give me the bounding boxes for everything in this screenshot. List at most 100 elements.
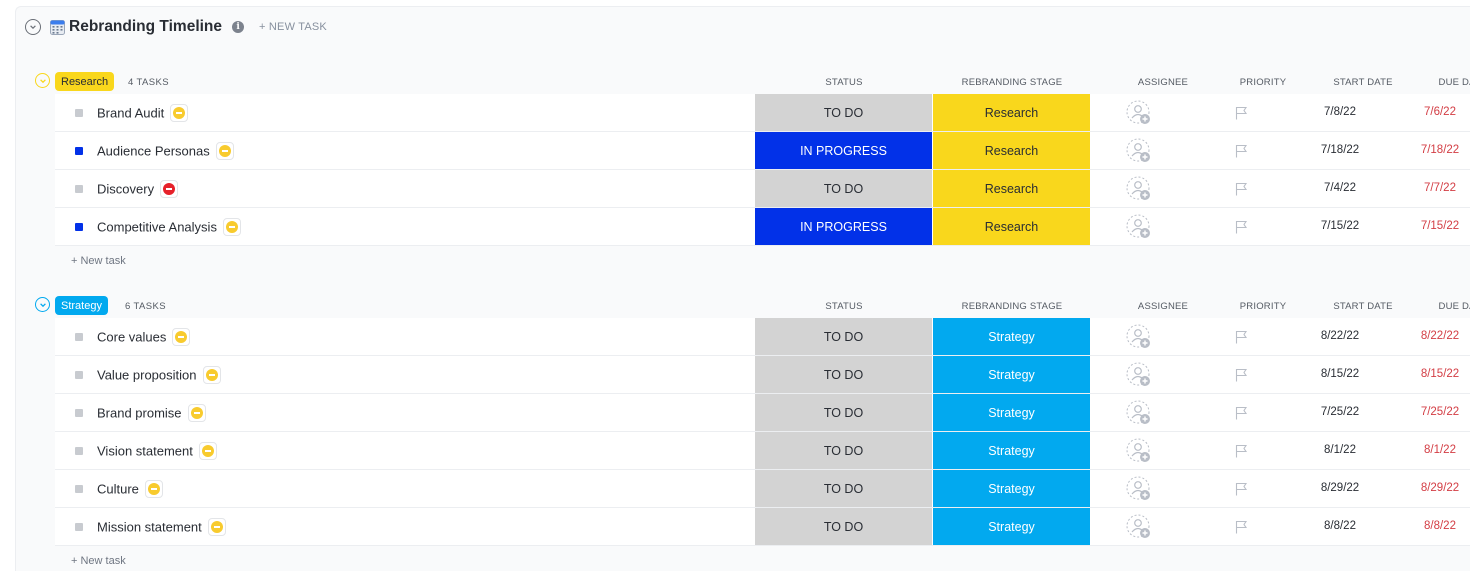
priority-flag-icon[interactable] [1235, 444, 1248, 458]
rebranding-stage-cell[interactable]: Strategy [933, 508, 1090, 545]
status-cell[interactable]: TO DO [755, 94, 932, 131]
priority-flag-icon[interactable] [1235, 482, 1248, 496]
due-date[interactable]: 8/8/22 [1424, 520, 1456, 532]
add-assignee-icon[interactable] [1126, 176, 1152, 202]
status-square-icon[interactable] [75, 223, 83, 231]
column-header-priority[interactable]: PRIORITY [1239, 77, 1287, 88]
start-date[interactable]: 8/22/22 [1320, 330, 1360, 342]
add-assignee-icon[interactable] [1126, 400, 1152, 426]
priority-flag-icon[interactable] [1235, 144, 1248, 158]
due-date[interactable]: 8/15/22 [1420, 368, 1460, 380]
task-row[interactable]: Audience Personas IN PROGRESS Research 7/18… [55, 132, 1470, 170]
task-name-wrapper[interactable]: Competitive Analysis [97, 218, 241, 237]
task-name-wrapper[interactable]: Brand promise [97, 404, 206, 423]
add-assignee-icon[interactable] [1126, 214, 1152, 240]
column-header-due[interactable]: DUE DATE [1438, 77, 1470, 88]
add-assignee-icon[interactable] [1126, 438, 1152, 464]
rebranding-stage-cell[interactable]: Research [933, 132, 1090, 169]
start-date[interactable]: 7/15/22 [1320, 220, 1360, 232]
task-name[interactable]: Mission statement [97, 519, 202, 535]
group-name-badge[interactable]: Strategy [55, 296, 108, 315]
status-cell[interactable]: TO DO [755, 356, 932, 393]
priority-flag-icon[interactable] [1235, 406, 1248, 420]
status-cell[interactable]: TO DO [755, 508, 932, 545]
priority-flag-icon[interactable] [1235, 520, 1248, 534]
due-date[interactable]: 7/15/22 [1420, 220, 1460, 232]
task-name-wrapper[interactable]: Core values [97, 328, 191, 347]
task-name[interactable]: Discovery [97, 181, 155, 197]
group-name-badge[interactable]: Research [55, 72, 115, 91]
task-row[interactable]: Vision statement TO DO Strategy 8/1/22 8/1/2… [55, 432, 1470, 470]
status-square-icon[interactable] [75, 371, 83, 379]
column-header-priority[interactable]: PRIORITY [1239, 301, 1287, 312]
task-name[interactable]: Core values [97, 329, 167, 345]
new-task-button[interactable]: + NEW TASK [259, 21, 327, 33]
rebranding-stage-cell[interactable]: Research [933, 170, 1090, 207]
add-new-task-button[interactable]: + New task [71, 555, 126, 567]
normal-priority-icon[interactable] [144, 480, 163, 498]
info-icon[interactable]: i [232, 21, 245, 33]
status-cell[interactable]: IN PROGRESS [755, 208, 932, 245]
add-assignee-icon[interactable] [1126, 362, 1152, 388]
normal-priority-icon[interactable] [215, 142, 234, 160]
task-name[interactable]: Brand promise [97, 405, 182, 421]
status-square-icon[interactable] [75, 185, 83, 193]
normal-priority-icon[interactable] [207, 518, 226, 536]
status-square-icon[interactable] [75, 147, 83, 155]
normal-priority-icon[interactable] [202, 366, 221, 384]
urgent-priority-icon[interactable] [160, 180, 179, 198]
task-name-wrapper[interactable]: Brand Audit [97, 104, 189, 123]
task-name[interactable]: Audience Personas [97, 143, 210, 159]
due-date[interactable]: 7/18/22 [1420, 144, 1460, 156]
status-cell[interactable]: TO DO [755, 170, 932, 207]
task-row[interactable]: Brand promise TO DO Strategy 7/25/22 7/25/22 [55, 394, 1470, 432]
start-date[interactable]: 7/25/22 [1320, 406, 1360, 418]
status-square-icon[interactable] [75, 333, 83, 341]
task-row[interactable]: Competitive Analysis IN PROGRESS Research 7… [55, 208, 1470, 246]
add-assignee-icon[interactable] [1126, 100, 1152, 126]
start-date[interactable]: 7/18/22 [1320, 144, 1360, 156]
start-date[interactable]: 8/15/22 [1320, 368, 1360, 380]
status-cell[interactable]: TO DO [755, 394, 932, 431]
priority-flag-icon[interactable] [1235, 106, 1248, 120]
start-date[interactable]: 8/8/22 [1324, 520, 1356, 532]
add-assignee-icon[interactable] [1126, 324, 1152, 350]
column-header-assignee[interactable]: ASSIGNEE [1137, 301, 1189, 312]
column-header-stage[interactable]: REBRANDING STAGE [961, 301, 1063, 312]
rebranding-stage-cell[interactable]: Strategy [933, 356, 1090, 393]
due-date[interactable]: 7/25/22 [1420, 406, 1460, 418]
column-header-start[interactable]: START DATE [1333, 77, 1393, 88]
add-assignee-icon[interactable] [1126, 476, 1152, 502]
rebranding-stage-cell[interactable]: Strategy [933, 394, 1090, 431]
status-cell[interactable]: IN PROGRESS [755, 132, 932, 169]
collapse-list-toggle[interactable] [25, 19, 41, 35]
task-name[interactable]: Culture [97, 481, 139, 497]
task-row[interactable]: Value proposition TO DO Strategy 8/15/22 8/1… [55, 356, 1470, 394]
column-header-status[interactable]: STATUS [825, 301, 863, 312]
rebranding-stage-cell[interactable]: Strategy [933, 318, 1090, 355]
status-cell[interactable]: TO DO [755, 432, 932, 469]
normal-priority-icon[interactable] [187, 404, 206, 422]
due-date[interactable]: 7/6/22 [1424, 106, 1456, 118]
task-name[interactable]: Vision statement [97, 443, 193, 459]
group-collapse-toggle[interactable] [35, 297, 50, 312]
status-square-icon[interactable] [75, 523, 83, 531]
status-cell[interactable]: TO DO [755, 318, 932, 355]
normal-priority-icon[interactable] [170, 104, 189, 122]
due-date[interactable]: 7/7/22 [1424, 182, 1456, 194]
priority-flag-icon[interactable] [1235, 330, 1248, 344]
group-collapse-toggle[interactable] [35, 73, 50, 88]
task-name-wrapper[interactable]: Audience Personas [97, 142, 234, 161]
priority-flag-icon[interactable] [1235, 182, 1248, 196]
task-name-wrapper[interactable]: Mission statement [97, 518, 226, 537]
task-row[interactable]: Discovery TO DO Research 7/4/22 7/7/22 [55, 170, 1470, 208]
task-name-wrapper[interactable]: Discovery [97, 180, 179, 199]
start-date[interactable]: 7/8/22 [1324, 106, 1356, 118]
status-square-icon[interactable] [75, 447, 83, 455]
task-name-wrapper[interactable]: Culture [97, 480, 163, 499]
due-date[interactable]: 8/1/22 [1424, 444, 1456, 456]
due-date[interactable]: 8/22/22 [1420, 330, 1460, 342]
column-header-assignee[interactable]: ASSIGNEE [1137, 77, 1189, 88]
priority-flag-icon[interactable] [1235, 220, 1248, 234]
add-new-task-button[interactable]: + New task [71, 255, 126, 267]
